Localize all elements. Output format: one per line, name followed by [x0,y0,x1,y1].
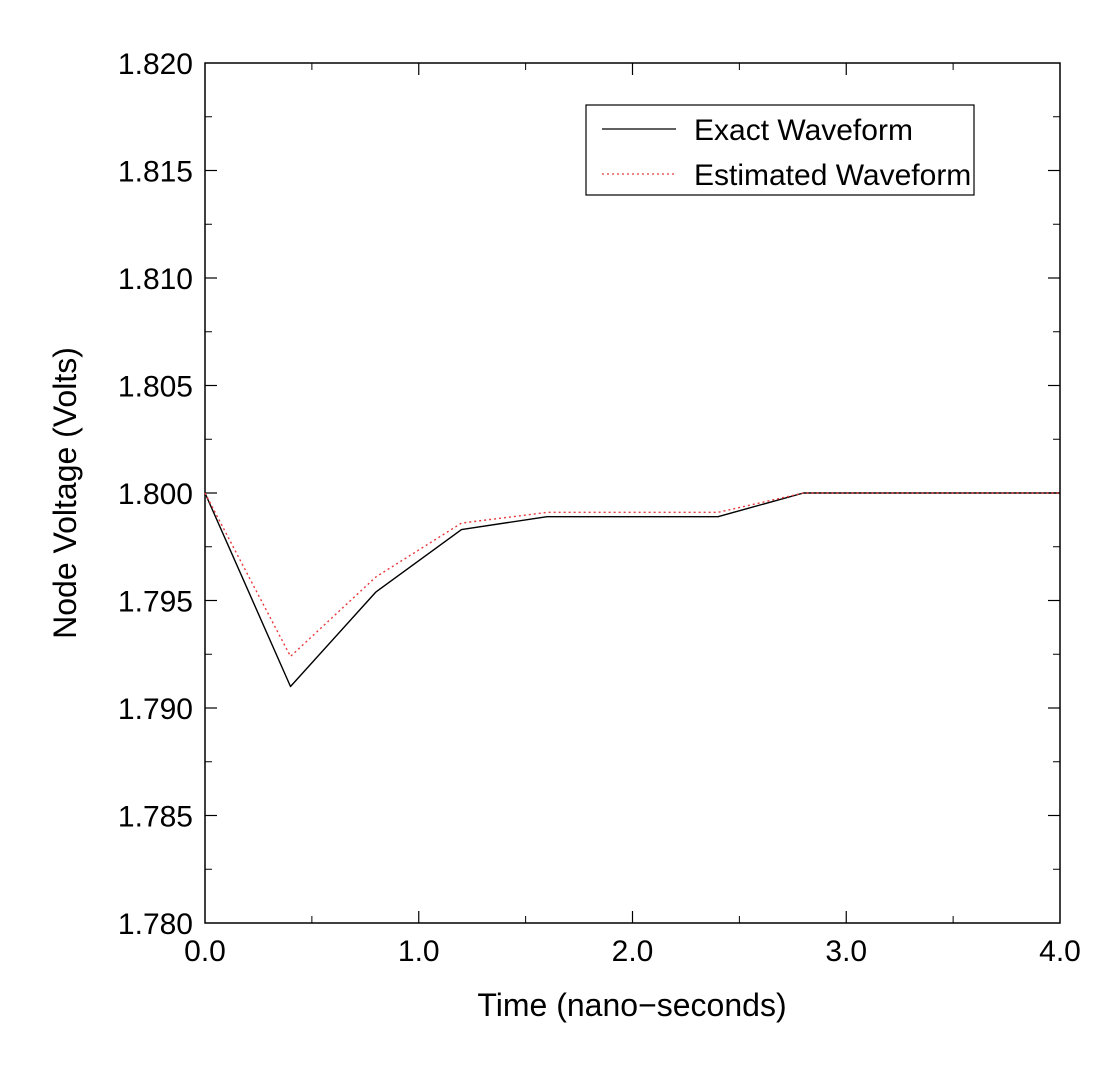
legend-box [585,104,975,196]
y-tick-label: 1.820 [118,48,193,81]
legend-label-estimated: Estimated Waveform [694,159,971,192]
y-axis-label: Node Voltage (Volts) [47,347,83,639]
x-tick-label: 3.0 [825,935,867,968]
y-tick-label: 1.805 [118,371,193,404]
series-line-estimated [204,492,1060,658]
tick-labels: 1.780 1.785 1.790 1.795 1.800 1.805 1.810 1.815… [118,48,1081,968]
legend-label-exact: Exact Waveform [694,114,913,147]
legend: Exact Waveform Estimated Waveform [585,104,975,196]
y-tick-label: 1.790 [118,693,193,726]
x-tick-label: 2.0 [612,935,654,968]
series-line-exact [204,492,1060,688]
x-axis-label: Time (nano−seconds) [477,987,786,1023]
x-tick-label: 4.0 [1039,935,1081,968]
x-tick-label: 0.0 [184,935,226,968]
y-tick-label: 1.800 [118,478,193,511]
y-tick-label: 1.795 [118,586,193,619]
y-tick-label: 1.815 [118,156,193,189]
x-tick-label: 1.0 [398,935,440,968]
y-tick-label: 1.810 [118,263,193,296]
ticks [205,63,1060,923]
series-layer [204,492,1060,688]
y-tick-label: 1.780 [118,908,193,941]
y-tick-label: 1.785 [118,801,193,834]
